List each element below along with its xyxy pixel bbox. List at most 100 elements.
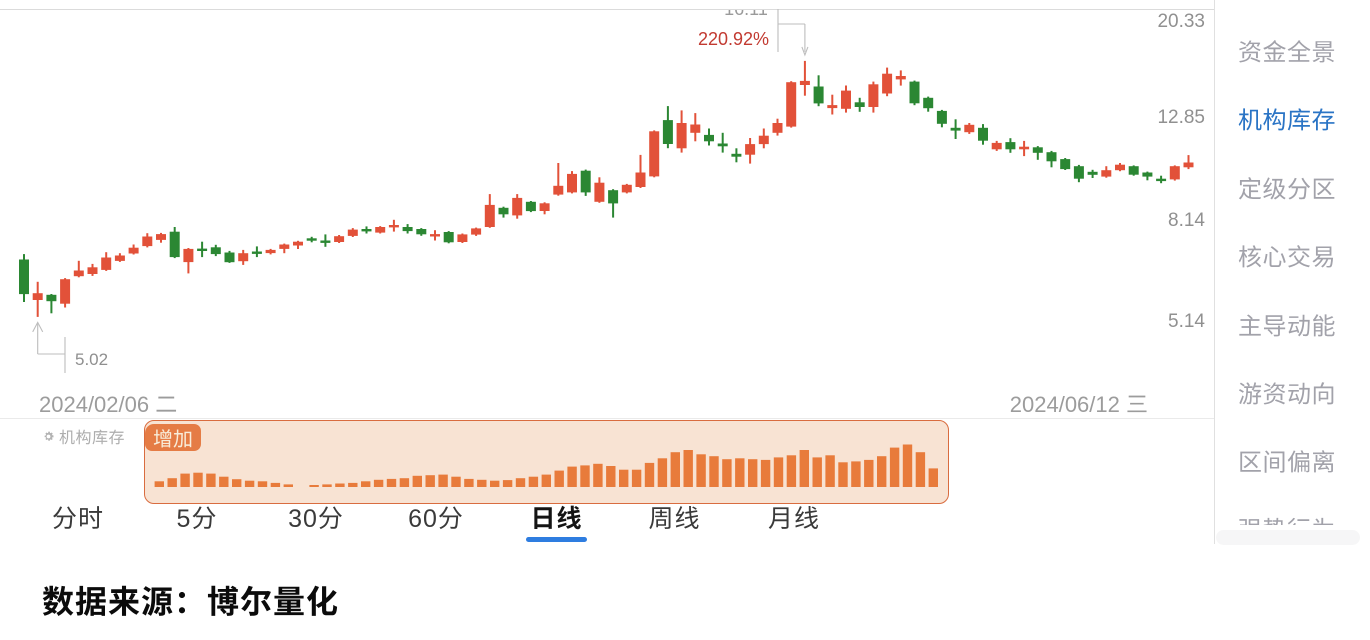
- tab-5min[interactable]: 5分: [176, 499, 218, 535]
- candle-body: [621, 184, 632, 193]
- candle-wick: [982, 124, 984, 145]
- candle-body: [882, 73, 893, 94]
- candle-wick: [146, 233, 149, 248]
- candle-body: [649, 131, 660, 177]
- tab-weekly[interactable]: 周线: [648, 499, 701, 535]
- active-tab-underline: [526, 537, 587, 542]
- candle-wick: [1146, 171, 1149, 181]
- candle-wick: [776, 118, 779, 136]
- candle-wick: [543, 202, 546, 215]
- candle-body: [704, 134, 714, 142]
- candle-wick: [392, 219, 395, 232]
- candle-body: [1101, 170, 1112, 177]
- candle-wick: [502, 206, 505, 218]
- candle-wick: [214, 244, 217, 257]
- candle-body: [567, 173, 577, 193]
- candle-body: [580, 170, 591, 193]
- candle-wick: [36, 281, 39, 317]
- candle-wick: [913, 80, 916, 106]
- sidebar-item-core-trading[interactable]: 核心交易: [1238, 237, 1336, 273]
- candle-body: [498, 207, 509, 215]
- candle-wick: [255, 246, 258, 258]
- y-axis-label: 20.33: [1157, 11, 1205, 32]
- candle-body: [868, 84, 879, 107]
- candle-wick: [1091, 169, 1094, 178]
- candle-wick: [1119, 163, 1121, 172]
- candle-body: [1060, 159, 1071, 170]
- sidebar-item-range-deviation[interactable]: 区间偏离: [1238, 442, 1336, 478]
- candle-body: [978, 127, 988, 141]
- candle-wick: [680, 110, 683, 153]
- candle-wick: [475, 227, 478, 236]
- candle-wick: [23, 254, 25, 302]
- candle-wick: [721, 132, 724, 153]
- candle-body: [416, 229, 427, 235]
- candle-body: [539, 203, 550, 211]
- tab-30min[interactable]: 30分: [288, 499, 344, 535]
- candle-wick: [735, 148, 738, 163]
- candle-body: [402, 227, 413, 232]
- y-axis-label: 12.85: [1157, 107, 1205, 128]
- candle-body: [197, 248, 208, 251]
- candle-wick: [927, 96, 930, 112]
- candle-body: [854, 102, 865, 107]
- candle-wick: [954, 119, 957, 139]
- candle-wick: [1160, 175, 1163, 184]
- candle-body: [471, 228, 482, 235]
- candle-wick: [324, 234, 327, 247]
- candle-body: [635, 172, 646, 187]
- candle-body: [114, 255, 125, 261]
- candle-body: [909, 81, 920, 104]
- candle-wick: [283, 243, 286, 254]
- gear-icon[interactable]: [42, 430, 55, 443]
- sidebar-item-fund-panorama[interactable]: 资金全景: [1238, 32, 1336, 68]
- candle-wick: [749, 138, 752, 164]
- sidebar-item-institution-inventory[interactable]: 机构库存: [1238, 100, 1336, 136]
- candle-wick: [653, 130, 656, 178]
- candle-wick: [940, 109, 943, 128]
- candle-wick: [91, 263, 94, 276]
- candle-body: [1142, 172, 1153, 177]
- institution-inventory-panel: [144, 420, 949, 504]
- candle-wick: [639, 154, 642, 188]
- candle-wick: [132, 244, 135, 255]
- candle-wick: [1105, 166, 1108, 178]
- candle-body: [1073, 166, 1084, 179]
- candle-wick: [995, 140, 998, 151]
- sidebar-bottom-band: [1216, 530, 1360, 545]
- candle-body: [1169, 166, 1180, 180]
- sidebar-item-hot-money-trend[interactable]: 游资动向: [1238, 374, 1336, 410]
- candle-wick: [1023, 140, 1026, 157]
- candle-wick: [1077, 164, 1080, 183]
- sidebar-item-dominant-momentum[interactable]: 主导动能: [1238, 306, 1336, 342]
- candle-wick: [351, 228, 354, 237]
- sidebar-menu: 资金全景机构库存定级分区核心交易主导动能游资动向区间偏离: [1215, 0, 1370, 544]
- sidebar-item-grading-zone[interactable]: 定级分区: [1238, 169, 1336, 205]
- candle-body: [1115, 164, 1125, 171]
- indicator-label: 机构库存: [59, 424, 126, 448]
- candle-body: [1032, 147, 1043, 153]
- candle-wick: [64, 278, 67, 308]
- candle-body: [484, 204, 495, 227]
- candle-wick: [584, 169, 587, 196]
- candle-wick: [666, 106, 669, 149]
- candle-wick: [50, 294, 53, 314]
- candle-body: [758, 135, 769, 145]
- candle-wick: [968, 123, 971, 134]
- candle-body: [772, 123, 783, 133]
- candle-body: [19, 259, 29, 295]
- tab-monthly[interactable]: 月线: [767, 499, 821, 535]
- candle-body: [156, 234, 166, 240]
- sidebar-item-strength-behavior[interactable]: 强势行为: [1227, 510, 1347, 525]
- chart-bottom-border: [0, 418, 1214, 419]
- tab-60min[interactable]: 60分: [408, 499, 464, 535]
- candle-wick: [598, 177, 601, 203]
- candle-wick: [886, 67, 889, 97]
- tab-minute[interactable]: 分时: [51, 499, 105, 535]
- y-axis-label: 5.14: [1168, 311, 1205, 332]
- tab-daily[interactable]: 日线: [530, 499, 583, 535]
- candle-wick: [242, 249, 245, 265]
- candle-wick: [420, 228, 423, 236]
- candle-body: [169, 231, 180, 258]
